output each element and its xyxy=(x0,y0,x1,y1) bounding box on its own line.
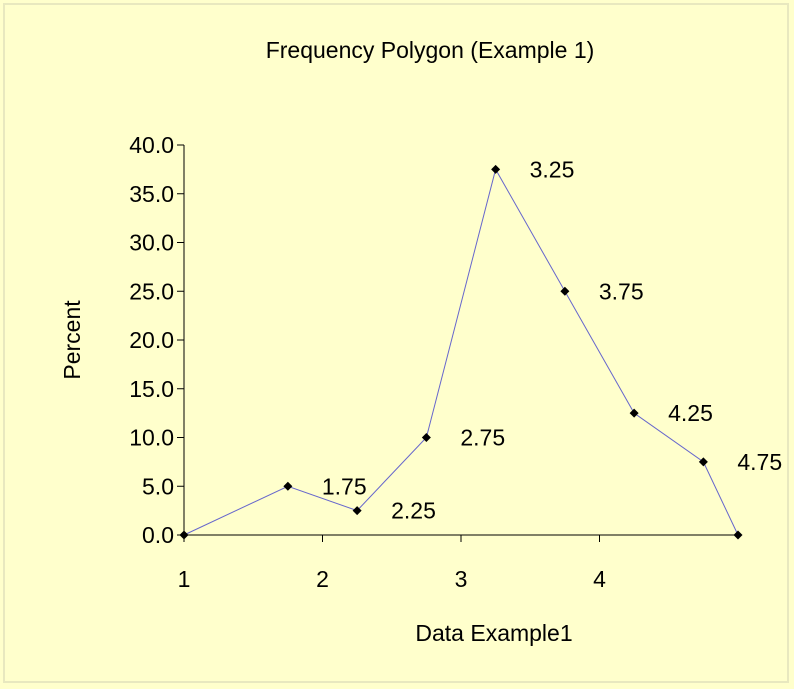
x-tick-label: 4 xyxy=(593,566,606,592)
data-label: 4.25 xyxy=(668,400,713,426)
series-line xyxy=(183,168,739,536)
y-tick-label: 15.0 xyxy=(129,376,174,402)
x-tick-label: 2 xyxy=(316,566,329,592)
y-tick-label: 30.0 xyxy=(129,230,174,256)
data-point-marker xyxy=(352,506,362,516)
chart-title: Frequency Polygon (Example 1) xyxy=(266,37,595,63)
y-tick-label: 10.0 xyxy=(129,425,174,451)
y-axis-title: Percent xyxy=(59,300,85,380)
x-tick-label: 1 xyxy=(178,566,191,592)
series-line-group xyxy=(183,168,739,536)
data-point-marker xyxy=(421,433,431,442)
data-label: 2.25 xyxy=(391,498,436,524)
data-point-marker xyxy=(733,530,743,540)
x-axis-title: Data Example1 xyxy=(415,620,572,646)
y-tick-label: 25.0 xyxy=(129,278,174,304)
data-point-marker xyxy=(560,286,570,296)
data-label: 3.75 xyxy=(599,278,644,304)
y-tick-label: 40.0 xyxy=(129,132,174,158)
data-point-marker xyxy=(491,164,501,174)
data-label-group: 1.75 2.25 2.75 3.25 3.75 4.25 4.75 xyxy=(322,156,782,523)
axes: 0.0 5.0 10.0 15.0 20.0 25.0 30.0 35.0 40.0 1 2 3 4 xyxy=(129,132,738,592)
data-label: 2.75 xyxy=(460,425,505,451)
data-point-marker xyxy=(629,408,639,418)
data-label: 3.25 xyxy=(530,156,575,182)
chart-frame xyxy=(3,3,789,683)
data-point-marker xyxy=(698,457,708,467)
y-tick-label: 0.0 xyxy=(142,522,174,548)
data-label: 4.75 xyxy=(737,449,782,475)
x-tick-label: 3 xyxy=(455,566,468,592)
y-tick-label: 20.0 xyxy=(129,327,174,353)
data-point-marker xyxy=(179,530,189,540)
marker-group xyxy=(179,164,743,540)
data-label: 1.75 xyxy=(322,473,367,499)
y-tick-label: 5.0 xyxy=(142,473,174,499)
y-tick-label: 35.0 xyxy=(129,181,174,207)
data-point-marker xyxy=(283,481,293,491)
